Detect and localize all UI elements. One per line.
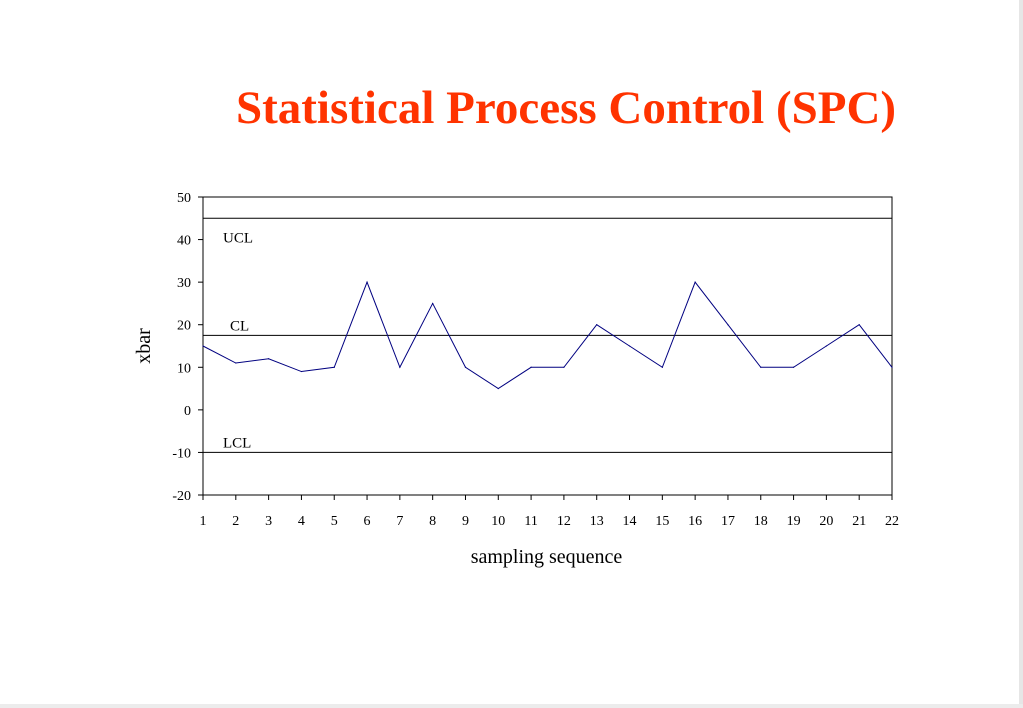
- x-tick-label: 12: [557, 514, 571, 529]
- x-tick-label: 13: [590, 514, 604, 529]
- x-tick-label: 15: [655, 514, 669, 529]
- data-point: [235, 362, 237, 364]
- y-axis: 50 40 30 20 10 0 -10 -20: [172, 191, 203, 504]
- x-tick-label: 14: [623, 514, 637, 529]
- x-tick-label: 4: [298, 514, 305, 529]
- y-tick-label: 0: [184, 404, 191, 419]
- data-point: [760, 366, 762, 368]
- y-tick-label: 20: [177, 319, 191, 334]
- data-point: [891, 366, 893, 368]
- x-tick-label: 7: [396, 514, 403, 529]
- x-tick-label: 3: [265, 514, 272, 529]
- slide-right-edge: [1019, 0, 1023, 708]
- x-tick-label: 20: [819, 514, 833, 529]
- data-point: [727, 324, 729, 326]
- data-point: [300, 370, 303, 373]
- y-tick-label: 10: [177, 361, 191, 376]
- x-tick-label: 6: [364, 514, 371, 529]
- data-point: [268, 358, 270, 360]
- slide-title: Statistical Process Control (SPC): [235, 82, 897, 134]
- data-point: [661, 366, 663, 368]
- data-point: [563, 366, 565, 368]
- data-point: [792, 366, 795, 368]
- x-tick-label: 1: [200, 514, 207, 529]
- control-line-label-ucl: UCL: [223, 230, 253, 246]
- y-tick-label: 40: [177, 234, 191, 249]
- data-point: [432, 302, 434, 305]
- x-tick-label: 5: [331, 514, 338, 529]
- y-tick-label: -20: [172, 489, 191, 504]
- data-point: [694, 281, 696, 283]
- x-tick-label: 17: [721, 514, 735, 529]
- control-lines: UCL CL LCL: [203, 217, 892, 453]
- plot-area: [202, 196, 893, 496]
- x-tick-label: 2: [232, 514, 239, 529]
- series-layer: [202, 280, 893, 390]
- series-line: [202, 280, 893, 390]
- slide-bottom-edge: [0, 704, 1023, 708]
- control-line-label-cl: CL: [230, 318, 249, 334]
- data-point: [366, 281, 368, 283]
- data-point: [530, 366, 532, 368]
- x-tick-label: 16: [688, 514, 702, 529]
- data-point: [628, 345, 631, 347]
- y-tick-label: 50: [177, 191, 191, 206]
- x-tick-label: 19: [787, 514, 801, 529]
- x-tick-label: 21: [852, 514, 866, 529]
- control-line-label-lcl: LCL: [223, 435, 251, 451]
- data-point: [399, 366, 401, 368]
- data-point: [825, 345, 827, 347]
- x-tick-label: 10: [491, 514, 505, 529]
- x-axis-title: sampling sequence: [471, 546, 623, 568]
- data-point: [858, 324, 860, 326]
- data-point: [596, 324, 598, 326]
- data-point: [497, 387, 499, 390]
- x-tick-label: 22: [885, 514, 899, 529]
- y-tick-label: 30: [177, 276, 191, 291]
- x-tick-label: 18: [754, 514, 768, 529]
- data-point: [202, 345, 204, 347]
- y-tick-label: -10: [172, 446, 191, 461]
- x-axis: 1 2 3 4 5 6 7 8 9 10 11 12 13 14 15 16 17 18 19 20 21 22: [200, 495, 899, 529]
- x-tick-label: 8: [429, 514, 436, 529]
- data-point: [464, 366, 467, 368]
- data-point: [333, 366, 335, 368]
- x-tick-label: 9: [462, 514, 469, 529]
- y-axis-title: xbar: [133, 328, 155, 364]
- x-tick-label: 11: [524, 514, 537, 529]
